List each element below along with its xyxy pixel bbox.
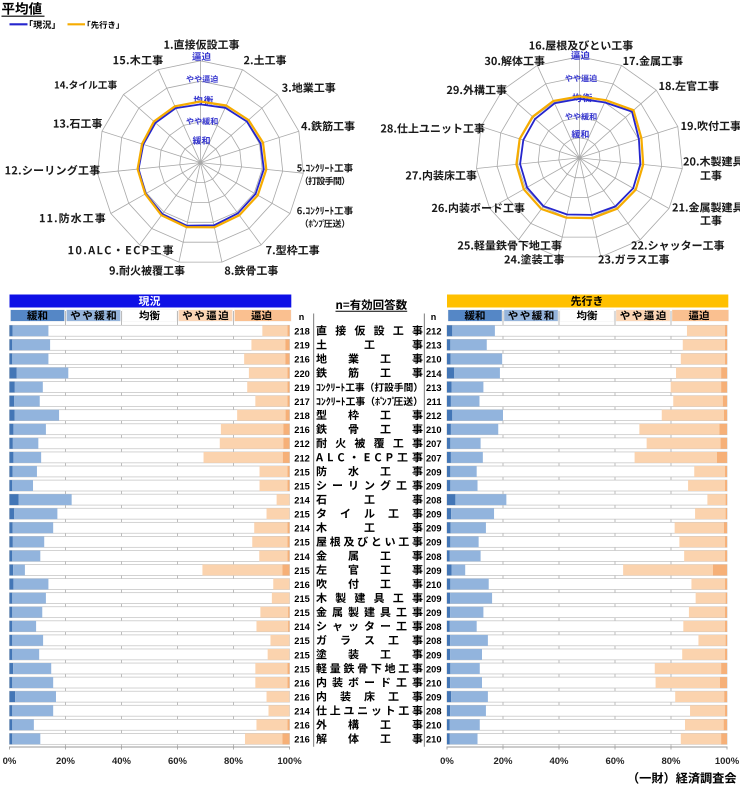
svg-text:218: 218: [294, 327, 310, 337]
svg-text:100%: 100%: [277, 756, 302, 767]
svg-text:216: 216: [294, 355, 310, 365]
svg-text:215: 215: [294, 664, 310, 674]
svg-text:213: 213: [426, 383, 442, 393]
svg-text:214: 214: [294, 552, 310, 562]
svg-text:60%: 60%: [605, 756, 625, 767]
svg-text:209: 209: [426, 693, 442, 703]
svg-text:210: 210: [426, 355, 442, 365]
svg-text:209: 209: [426, 608, 442, 618]
svg-text:0%: 0%: [440, 756, 454, 767]
svg-text:208: 208: [426, 496, 442, 506]
svg-text:20%: 20%: [493, 756, 513, 767]
svg-text:214: 214: [294, 496, 310, 506]
svg-text:209: 209: [426, 538, 442, 548]
svg-text:209: 209: [426, 481, 442, 491]
svg-text:40%: 40%: [549, 756, 569, 767]
svg-text:219: 219: [294, 341, 310, 351]
svg-text:212: 212: [294, 439, 310, 449]
svg-text:80%: 80%: [224, 756, 244, 767]
svg-text:216: 216: [294, 721, 310, 731]
svg-text:80%: 80%: [661, 756, 681, 767]
svg-text:n: n: [431, 312, 437, 322]
svg-text:210: 210: [426, 678, 442, 688]
svg-text:210: 210: [426, 735, 442, 745]
svg-text:0%: 0%: [3, 756, 17, 767]
svg-text:214: 214: [426, 369, 442, 379]
svg-text:215: 215: [294, 566, 310, 576]
svg-text:100%: 100%: [715, 756, 740, 767]
svg-text:212: 212: [294, 453, 310, 463]
svg-text:209: 209: [426, 566, 442, 576]
svg-text:215: 215: [294, 608, 310, 618]
svg-text:208: 208: [426, 552, 442, 562]
svg-text:216: 216: [294, 678, 310, 688]
svg-text:212: 212: [426, 327, 442, 337]
svg-text:210: 210: [426, 425, 442, 435]
svg-text:217: 217: [294, 397, 310, 407]
svg-text:210: 210: [426, 721, 442, 731]
svg-text:218: 218: [294, 411, 310, 421]
svg-text:215: 215: [294, 650, 310, 660]
svg-text:20%: 20%: [56, 756, 76, 767]
svg-text:216: 216: [294, 580, 310, 590]
svg-text:215: 215: [294, 510, 310, 520]
svg-text:216: 216: [294, 693, 310, 703]
svg-text:208: 208: [426, 636, 442, 646]
svg-text:214: 214: [294, 524, 310, 534]
svg-text:212: 212: [426, 411, 442, 421]
svg-text:215: 215: [294, 467, 310, 477]
svg-text:208: 208: [426, 622, 442, 632]
svg-text:207: 207: [426, 439, 442, 449]
svg-text:209: 209: [426, 524, 442, 534]
svg-text:216: 216: [294, 425, 310, 435]
svg-text:207: 207: [426, 453, 442, 463]
svg-text:40%: 40%: [112, 756, 132, 767]
svg-text:211: 211: [427, 397, 442, 407]
svg-text:210: 210: [426, 580, 442, 590]
svg-text:209: 209: [426, 650, 442, 660]
svg-text:215: 215: [294, 636, 310, 646]
svg-text:209: 209: [426, 467, 442, 477]
svg-text:215: 215: [294, 594, 310, 604]
svg-text:216: 216: [294, 735, 310, 745]
svg-text:209: 209: [426, 510, 442, 520]
svg-text:208: 208: [426, 707, 442, 717]
svg-text:220: 220: [294, 369, 310, 379]
svg-text:60%: 60%: [168, 756, 188, 767]
svg-text:215: 215: [294, 481, 310, 491]
svg-text:215: 215: [294, 538, 310, 548]
svg-text:n: n: [299, 312, 305, 322]
svg-text:219: 219: [294, 383, 310, 393]
svg-text:214: 214: [294, 707, 310, 717]
svg-text:209: 209: [426, 594, 442, 604]
svg-text:214: 214: [294, 622, 310, 632]
svg-text:209: 209: [426, 664, 442, 674]
svg-text:213: 213: [426, 341, 442, 351]
